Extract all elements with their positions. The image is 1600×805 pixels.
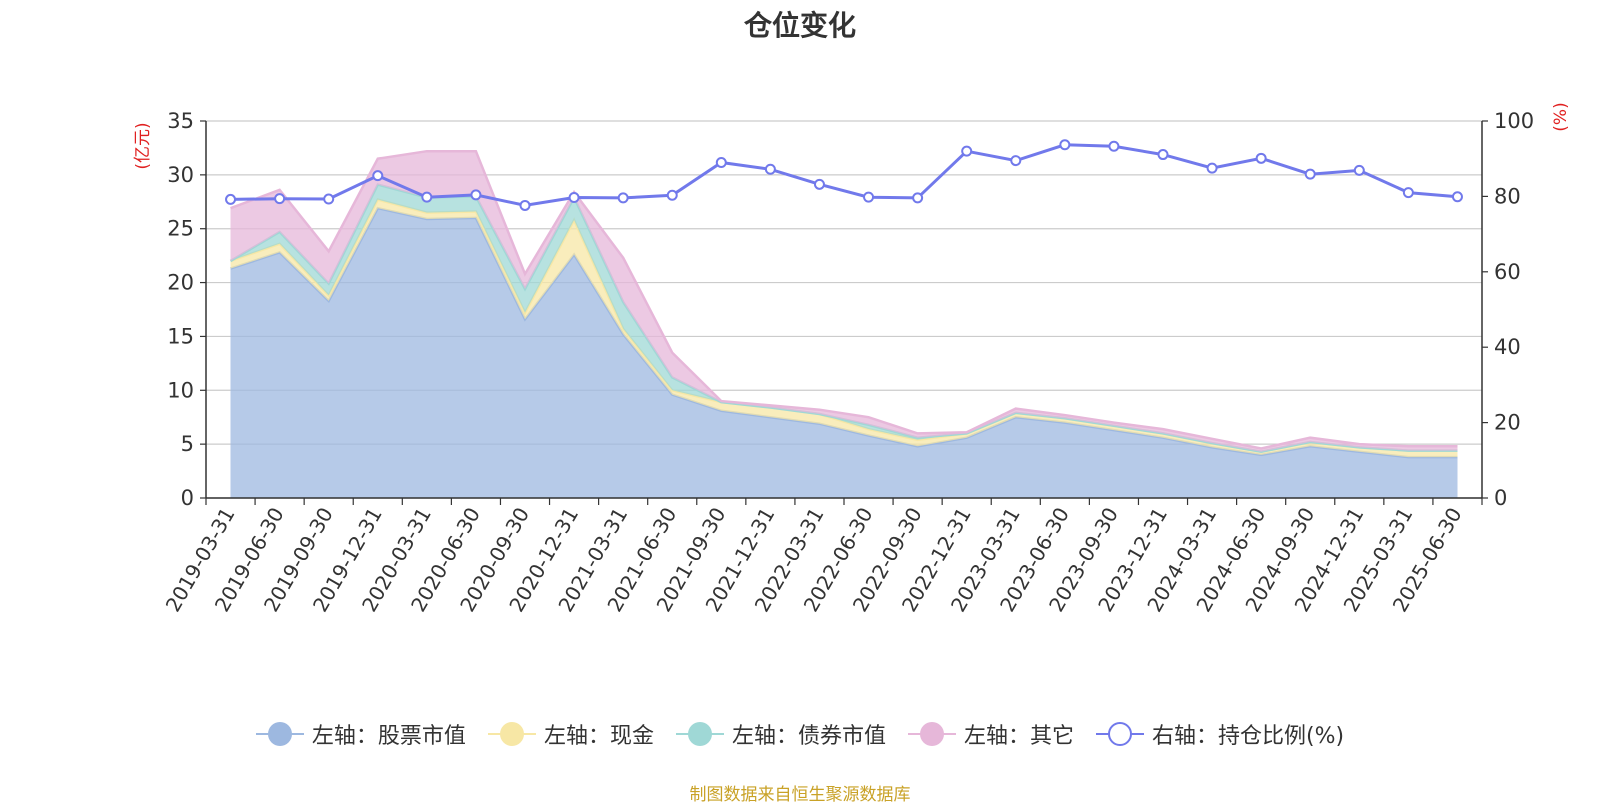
- left-axis-tick-label: 15: [167, 324, 194, 348]
- right-axis-tick-label: 80: [1494, 184, 1521, 208]
- ratio-point: [470, 189, 482, 201]
- legend-label: 左轴：其它: [963, 724, 1074, 749]
- position-chart: 051015202530350204060801002019-03-312019…: [133, 102, 1571, 616]
- left-axis-tick-label: 25: [167, 217, 194, 241]
- legend-label: 左轴：债券市值: [731, 724, 886, 749]
- left-axis-label: (亿元): [133, 122, 153, 169]
- ratio-point: [764, 163, 776, 175]
- legend-dot: [687, 722, 712, 746]
- legend-symbol-icon: [907, 722, 956, 746]
- left-axis-tick-label: 0: [181, 486, 194, 510]
- ratio-point: [1304, 168, 1316, 180]
- legend-item[interactable]: 左轴：现金: [487, 718, 654, 750]
- ratio-point: [1108, 140, 1120, 152]
- ratio-point: [912, 192, 924, 204]
- left-axis-tick-label: 20: [167, 271, 194, 295]
- ratio-point: [961, 145, 973, 157]
- left-axis-tick-label: 30: [167, 163, 194, 187]
- ratio-point: [715, 156, 727, 168]
- ratio-point: [274, 193, 286, 205]
- right-axis-tick-label: 100: [1494, 109, 1534, 133]
- legend-label: 右轴：持仓比例(%): [1151, 724, 1345, 749]
- data-source-note: 制图数据来自恒生聚源数据库: [689, 785, 911, 805]
- ratio-point: [519, 199, 531, 211]
- ratio-point: [1255, 152, 1267, 164]
- ratio-line-path: [230, 143, 1458, 207]
- right-axis-tick-label: 40: [1494, 335, 1521, 359]
- legend-label: 左轴：现金: [543, 724, 654, 749]
- left-axis-tick-label: 35: [167, 109, 194, 133]
- legend-item[interactable]: 右轴：持仓比例(%): [1095, 718, 1345, 750]
- ratio-point: [1353, 164, 1365, 176]
- left-axis-tick-label: 10: [167, 378, 194, 402]
- ratio-point: [813, 178, 825, 190]
- area-左轴：股票市值: [230, 208, 1458, 498]
- ratio-point: [863, 191, 875, 203]
- legend: 左轴：股票市值 左轴：现金 左轴：债券市值 左轴：其它 右轴：持仓比例(%): [0, 718, 1600, 750]
- legend-symbol-icon: [487, 722, 536, 746]
- ratio-point: [617, 192, 629, 204]
- legend-dot: [1107, 722, 1132, 746]
- left-axis-tick-label: 5: [181, 432, 194, 456]
- right-axis-label: (%): [1551, 102, 1571, 131]
- ratio-point: [1402, 187, 1414, 199]
- legend-dot: [267, 722, 292, 746]
- ratio-point: [323, 193, 335, 205]
- legend-item[interactable]: 左轴：债券市值: [675, 718, 886, 750]
- legend-label: 左轴：股票市值: [311, 724, 466, 749]
- right-axis-tick-label: 20: [1494, 411, 1521, 435]
- legend-symbol-icon: [675, 722, 724, 746]
- legend-symbol-icon: [255, 722, 304, 746]
- ratio-point: [421, 191, 433, 203]
- right-axis-tick-label: 0: [1494, 486, 1507, 510]
- legend-item[interactable]: 左轴：股票市值: [255, 718, 466, 750]
- legend-dot: [499, 722, 524, 746]
- chart-title: 仓位变化: [743, 9, 856, 42]
- ratio-point: [225, 193, 237, 205]
- legend-dot: [919, 722, 944, 746]
- ratio-point: [1059, 139, 1071, 151]
- area-edge-左轴：其它: [230, 149, 1458, 450]
- stacked-areas: [229, 149, 1458, 498]
- ratio-point: [372, 170, 384, 182]
- ratio-point: [1157, 149, 1169, 161]
- ratio-point: [1206, 162, 1218, 174]
- ratio-point: [1010, 155, 1022, 167]
- ratio-line: [225, 139, 1463, 211]
- ratio-point: [568, 192, 580, 204]
- legend-symbol-icon: [1095, 722, 1144, 746]
- right-axis-tick-label: 60: [1494, 260, 1521, 284]
- ratio-point: [666, 189, 678, 201]
- ratio-point: [1451, 191, 1463, 203]
- legend-item[interactable]: 左轴：其它: [907, 718, 1074, 750]
